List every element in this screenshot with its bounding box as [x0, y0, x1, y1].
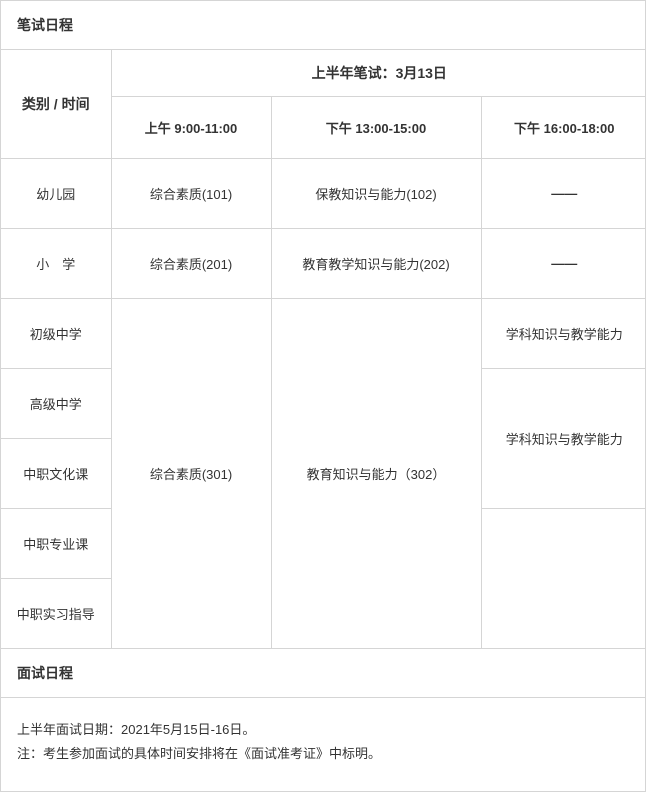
cell-kg-morning: 综合素质(101)	[111, 158, 271, 228]
interview-title: 面试日程	[17, 665, 73, 681]
table-row: 幼儿园 综合素质(101) 保教知识与能力(102) ——	[1, 158, 646, 228]
category-time-header: 类别 / 时间	[1, 50, 111, 158]
category-junior: 初级中学	[1, 298, 111, 368]
category-voc-intern: 中职实习指导	[1, 578, 111, 648]
time-morning: 上午 9:00-11:00	[111, 96, 271, 158]
table-header-row: 类别 / 时间 上半年笔试：3月13日	[1, 50, 646, 96]
category-kindergarten: 幼儿园	[1, 158, 111, 228]
category-primary: 小 学	[1, 228, 111, 298]
schedule-container: 笔试日程 类别 / 时间 上半年笔试：3月13日 上午 9:00-11:00 下…	[0, 0, 646, 792]
cell-sec-aft1: 教育知识与能力（302）	[271, 298, 481, 648]
interview-remark-line: 注：考生参加面试的具体时间安排将在《面试准考证》中标明。	[17, 742, 629, 767]
written-exam-table: 类别 / 时间 上半年笔试：3月13日 上午 9:00-11:00 下午 13:…	[1, 50, 646, 649]
cell-junior-aft2: 学科知识与教学能力	[481, 298, 646, 368]
interview-note: 上半年面试日期：2021年5月15日-16日。 注：考生参加面试的具体时间安排将…	[1, 698, 645, 791]
time-afternoon2: 下午 16:00-18:00	[481, 96, 646, 158]
category-voc-culture: 中职文化课	[1, 438, 111, 508]
cell-kg-aft1: 保教知识与能力(102)	[271, 158, 481, 228]
time-afternoon1: 下午 13:00-15:00	[271, 96, 481, 158]
cell-pri-morning: 综合素质(201)	[111, 228, 271, 298]
written-exam-header: 笔试日程	[1, 1, 645, 50]
category-voc-pro: 中职专业课	[1, 508, 111, 578]
cell-senior-aft2: 学科知识与教学能力	[481, 368, 646, 508]
cell-pri-aft1: 教育教学知识与能力(202)	[271, 228, 481, 298]
cell-voc-aft2	[481, 508, 646, 648]
interview-header: 面试日程	[1, 649, 645, 698]
category-senior: 高级中学	[1, 368, 111, 438]
cell-kg-aft2: ——	[481, 158, 646, 228]
cell-pri-aft2: ——	[481, 228, 646, 298]
cell-sec-morning: 综合素质(301)	[111, 298, 271, 648]
table-row: 小 学 综合素质(201) 教育教学知识与能力(202) ——	[1, 228, 646, 298]
written-exam-title: 笔试日程	[17, 17, 73, 33]
table-row: 初级中学 综合素质(301) 教育知识与能力（302） 学科知识与教学能力	[1, 298, 646, 368]
interview-date-line: 上半年面试日期：2021年5月15日-16日。	[17, 718, 629, 743]
exam-date-header: 上半年笔试：3月13日	[111, 50, 646, 96]
